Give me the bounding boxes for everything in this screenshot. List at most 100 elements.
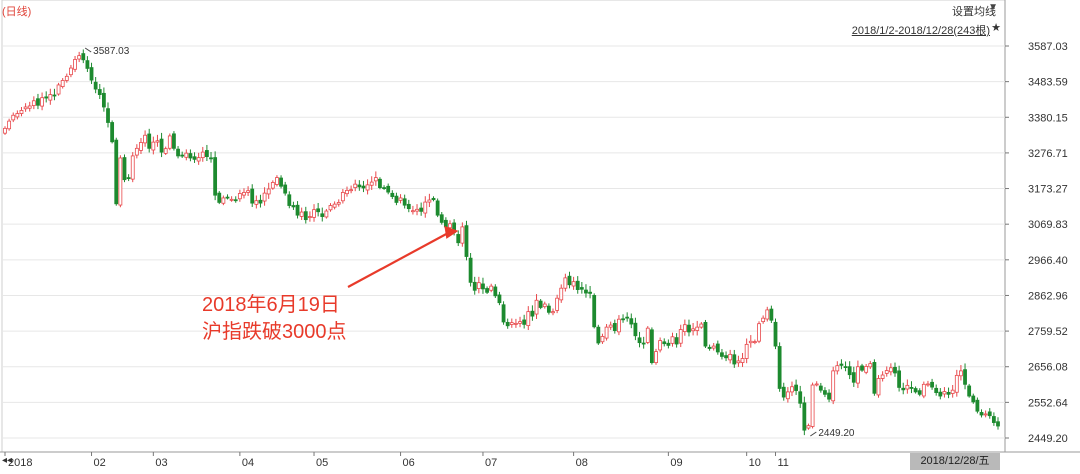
candle-body <box>159 138 164 153</box>
candle-body <box>559 287 564 301</box>
candle-body <box>534 299 539 315</box>
candle-body <box>361 185 366 189</box>
date-range-label[interactable]: 2018/1/2-2018/12/28(243根) <box>851 25 990 37</box>
candle-body <box>250 188 255 204</box>
candle-body <box>485 288 489 293</box>
chevron-down-icon[interactable]: ▼ <box>988 2 998 13</box>
scroll-left-icon[interactable]: ◂◂ <box>2 455 13 466</box>
candle-body <box>724 355 728 359</box>
candle-body <box>23 106 28 110</box>
candle-body <box>691 328 695 332</box>
candle-body <box>847 366 852 376</box>
candle-body <box>538 300 543 308</box>
candle-body <box>390 192 395 197</box>
plot-frame <box>1 0 1006 453</box>
candle-body <box>979 412 984 416</box>
candle-body <box>143 134 147 144</box>
candle-body <box>266 188 271 195</box>
candle-body <box>308 216 312 218</box>
high-value-label: 3587.03 <box>93 46 130 57</box>
candle-body <box>147 133 152 149</box>
candle-body <box>917 390 922 395</box>
annotation-text: 2018年6月19日 沪指跌破3000点 <box>202 292 347 346</box>
candle-body <box>967 385 972 397</box>
candle-body <box>579 287 584 290</box>
candle-body <box>938 391 943 397</box>
candle-body <box>163 148 168 154</box>
candle-body <box>56 84 61 95</box>
candle-body <box>790 386 794 393</box>
candle-body <box>781 386 786 398</box>
candle-body <box>934 387 939 393</box>
period-label[interactable]: (日线) <box>2 6 32 18</box>
candle-body <box>518 321 522 324</box>
candle-body <box>332 203 337 208</box>
candle-body <box>864 366 869 373</box>
candle-body <box>728 353 733 361</box>
candle-body <box>810 384 815 427</box>
candle-body <box>913 388 918 393</box>
candle-body <box>926 383 930 386</box>
candle-body <box>89 67 94 81</box>
candle-body <box>633 322 638 337</box>
candle-body <box>85 60 90 69</box>
candle-body <box>373 177 378 182</box>
candle-body <box>77 55 82 60</box>
candle-body <box>180 154 185 157</box>
y-tick-label: 3069.83 <box>1028 219 1068 231</box>
candle-body <box>987 411 992 417</box>
candle-body <box>678 329 683 344</box>
annotation-arrow-line <box>347 231 449 288</box>
candle-body <box>563 277 568 289</box>
candle-body <box>209 157 213 160</box>
candle-body <box>905 384 910 390</box>
candle-body <box>707 346 712 349</box>
candle-body <box>225 196 230 199</box>
candle-body <box>662 341 667 345</box>
candle-body <box>872 362 877 394</box>
candle-body <box>501 304 506 323</box>
candle-body <box>831 370 836 402</box>
candle-body <box>542 303 547 308</box>
x-tick-label: 2018 <box>8 457 32 469</box>
candle-body <box>217 192 222 203</box>
annotation-line-2: 沪指跌破3000点 <box>202 321 347 343</box>
candle-body <box>419 207 424 212</box>
candle-body <box>431 197 436 201</box>
candle-body <box>460 226 465 244</box>
candle-body <box>48 94 53 101</box>
low-marker-line <box>810 431 817 437</box>
candle-body <box>246 190 250 193</box>
candle-body <box>736 360 741 364</box>
candle-body <box>279 177 283 187</box>
candle-body <box>398 197 403 201</box>
candle-body <box>596 326 601 344</box>
candle-body <box>402 198 407 206</box>
candle-body <box>303 211 308 221</box>
candle-body <box>839 363 844 366</box>
candle-body <box>637 337 642 344</box>
candle-body <box>52 94 57 97</box>
candle-body <box>69 67 73 76</box>
candle-body <box>699 323 704 328</box>
candle-body <box>806 425 811 429</box>
candle-body <box>382 187 386 190</box>
candle-body <box>497 294 502 304</box>
candle-body <box>588 291 592 294</box>
candle-body <box>196 157 201 162</box>
candle-body <box>514 322 518 325</box>
pin-icon[interactable]: ★ <box>991 22 1001 34</box>
ma-setting-button[interactable]: 设置均线 <box>952 6 996 18</box>
x-tick-label: 10 <box>749 457 761 469</box>
candle-body <box>155 140 160 143</box>
candle-body <box>283 184 288 194</box>
candle-body <box>365 184 370 191</box>
candle-body <box>386 185 391 193</box>
candle-body <box>233 199 238 202</box>
y-tick-label: 2862.96 <box>1028 290 1068 302</box>
candle-body <box>489 285 494 291</box>
candle-body <box>229 198 234 201</box>
candle-body <box>971 395 976 403</box>
